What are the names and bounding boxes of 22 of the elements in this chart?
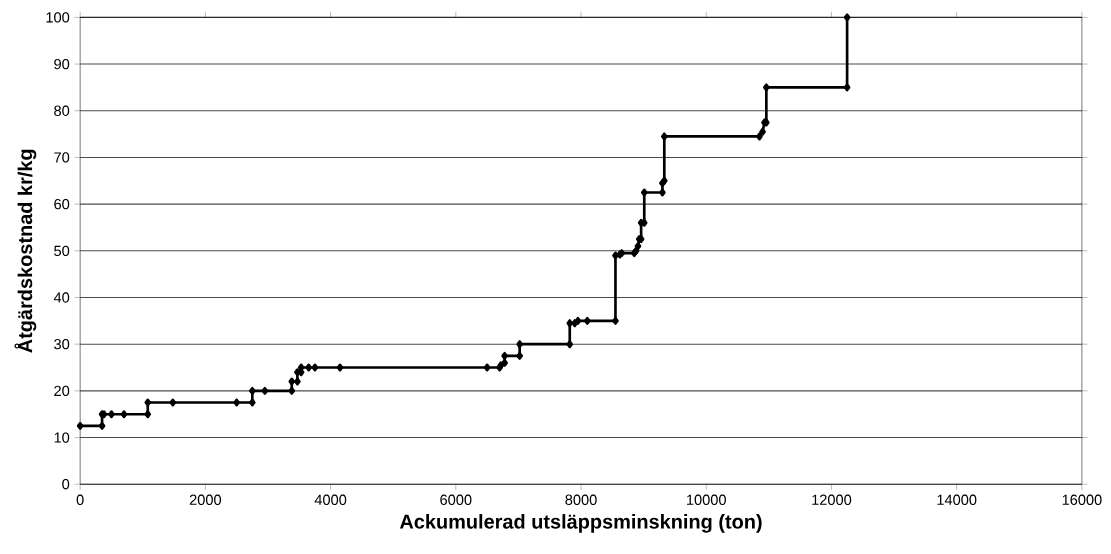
y-axis-title: Åtgärdskostnad kr/kg — [14, 149, 37, 353]
x-tick-label: 4000 — [314, 494, 347, 505]
y-tick-label: 70 — [54, 152, 70, 163]
y-tick-label: 80 — [54, 105, 70, 116]
x-axis-title: Ackumulerad utsläppsminskning (ton) — [399, 513, 762, 533]
x-tick-label: 2000 — [189, 494, 222, 505]
x-tick-label: 16000 — [1062, 494, 1102, 505]
x-tick-label: 10000 — [687, 494, 726, 505]
x-tick-label: 8000 — [565, 494, 597, 505]
x-tick-label: 6000 — [440, 494, 472, 505]
x-tick-label: 12000 — [812, 494, 852, 505]
y-tick-label: 100 — [46, 12, 70, 23]
x-tick-label: 0 — [76, 494, 84, 505]
y-tick-label: 10 — [54, 432, 70, 443]
y-tick-label: 20 — [54, 385, 70, 396]
y-tick-label: 0 — [62, 479, 70, 490]
y-tick-label: 60 — [54, 198, 70, 210]
y-tick-label: 90 — [54, 58, 70, 70]
y-tick-label: 50 — [54, 245, 70, 256]
x-tick-label: 14000 — [937, 494, 977, 505]
y-tick-label: 30 — [54, 338, 70, 350]
y-tick-label: 40 — [53, 292, 70, 303]
